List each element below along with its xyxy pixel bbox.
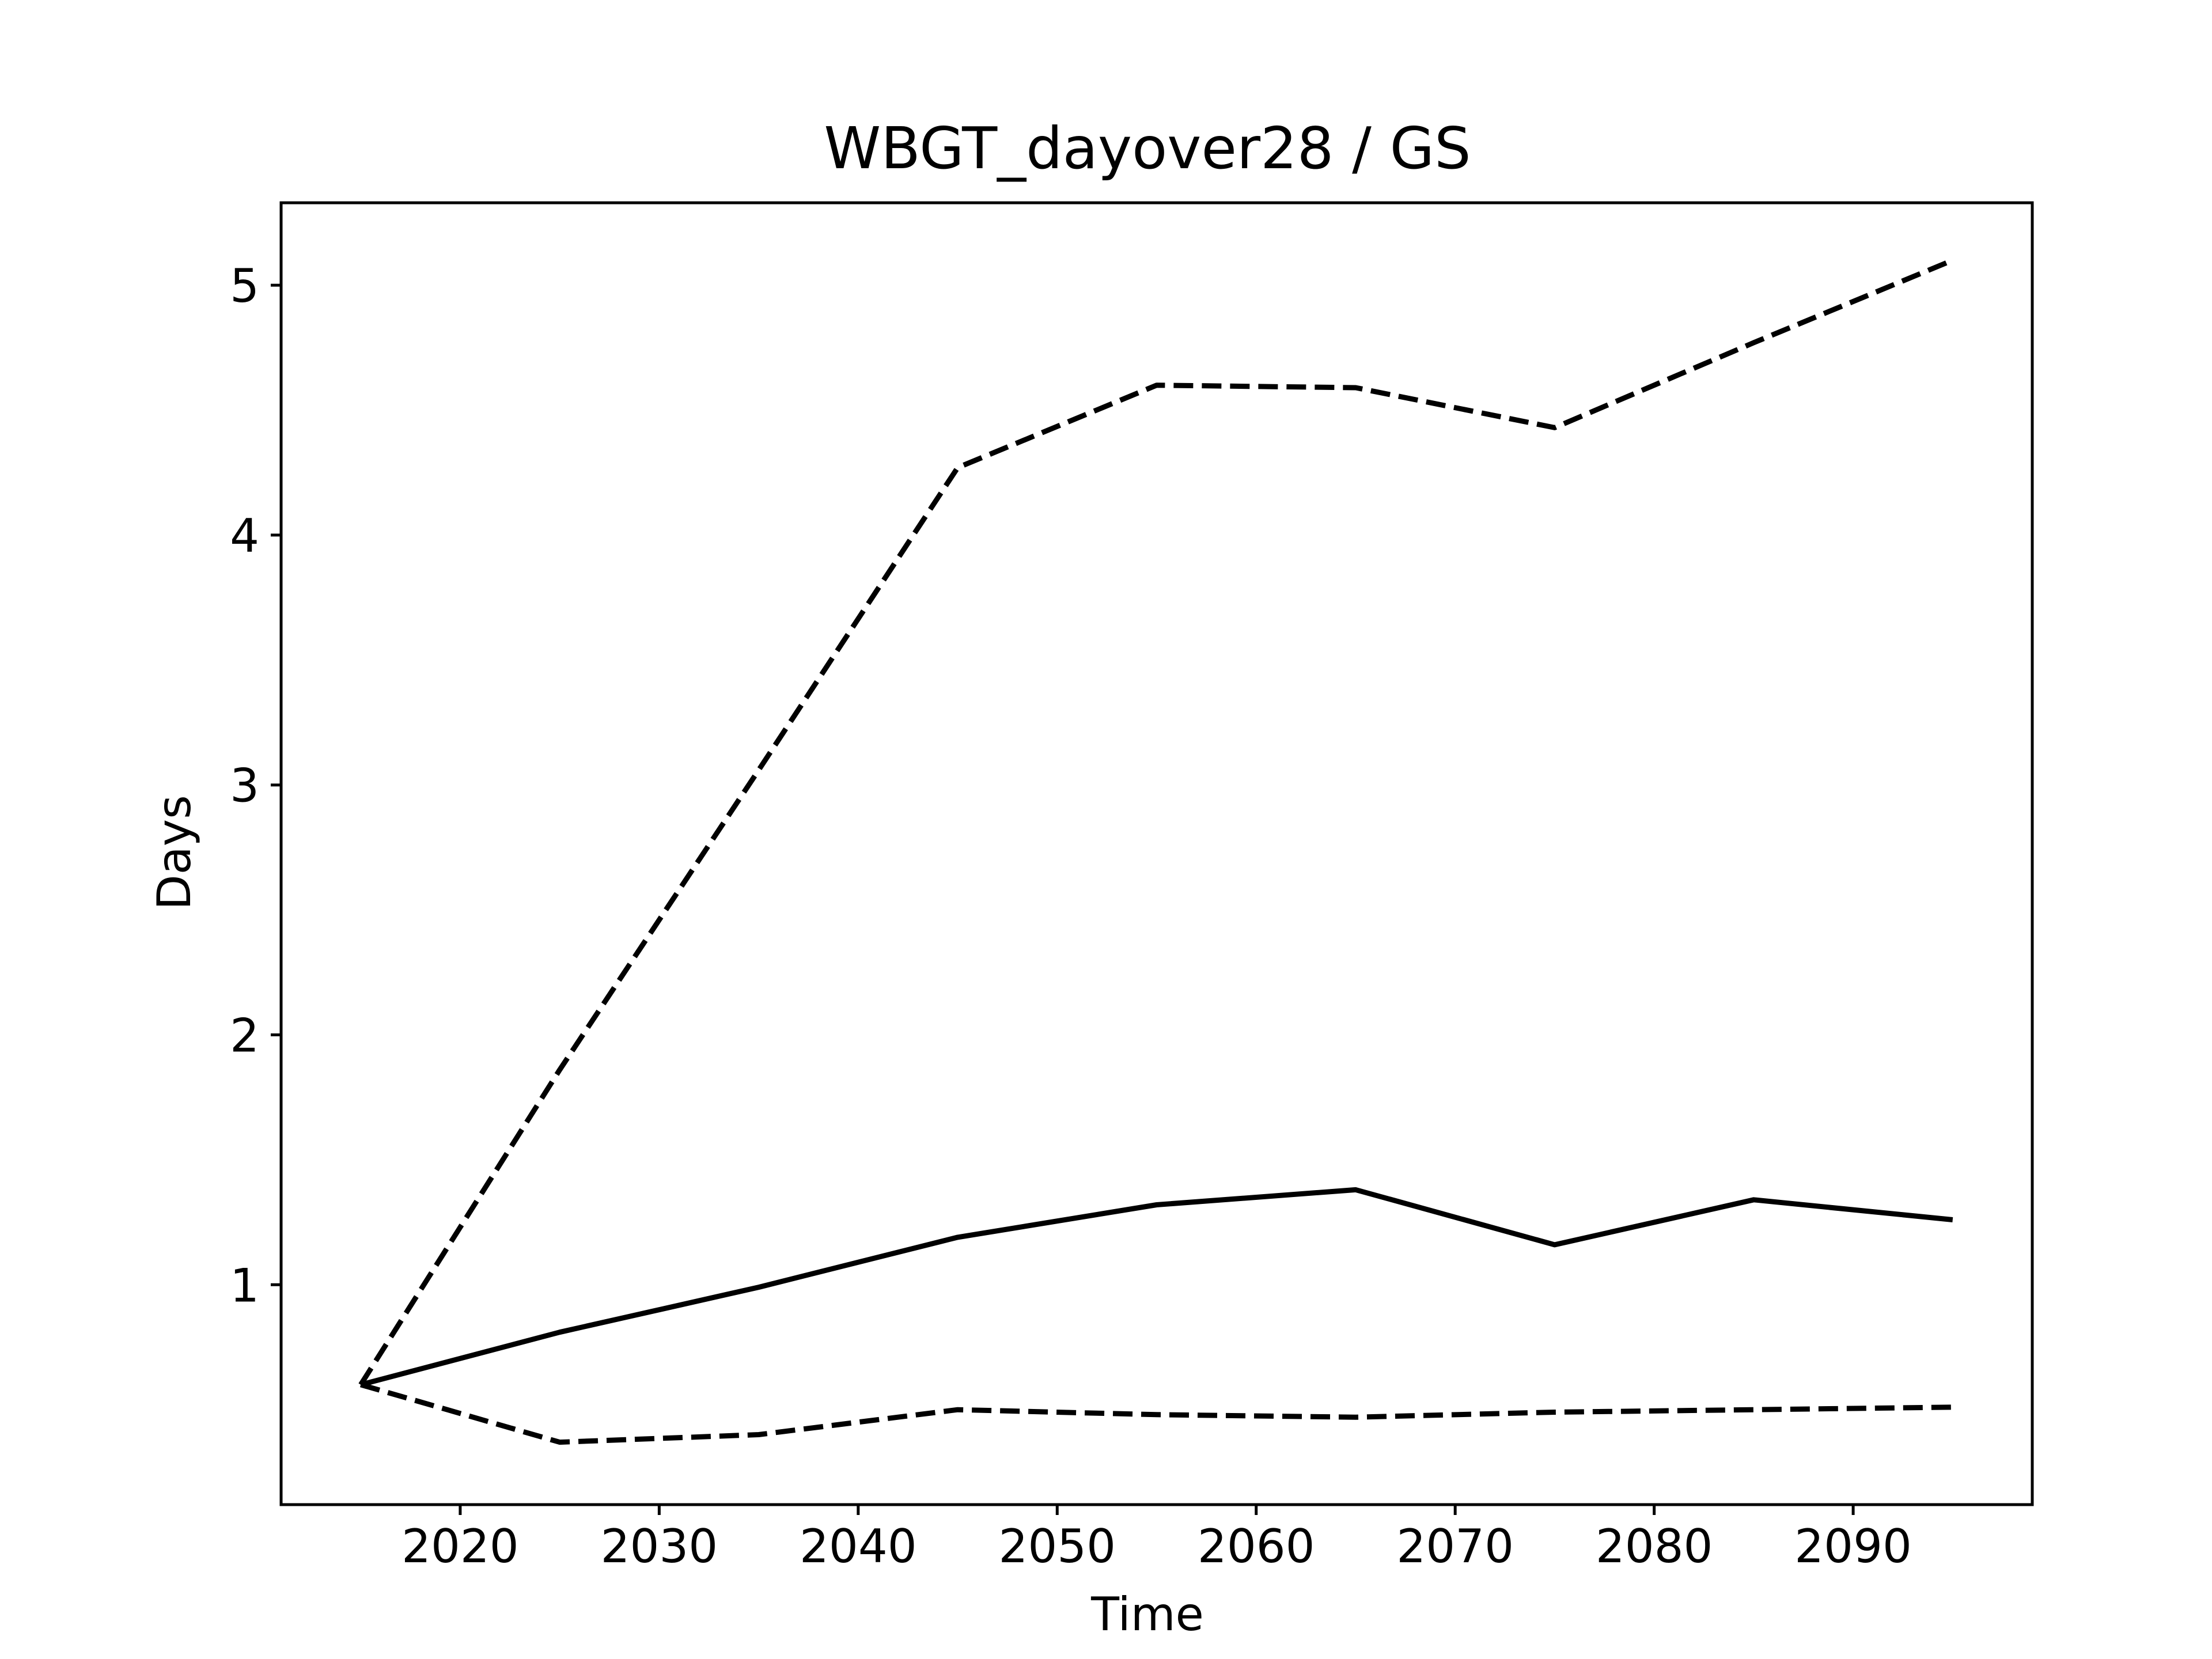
x-tick-label: 2080 [1596, 1520, 1713, 1573]
y-tick-label: 3 [230, 759, 259, 813]
y-tick-label: 1 [230, 1259, 259, 1312]
plot-area [358, 257, 1954, 1445]
plot-frame [279, 201, 2034, 1506]
y-axis: 1 2 3 4 5 [230, 259, 281, 1312]
series-line-3-dashed [359, 1382, 1953, 1445]
x-axis-label: Time [1090, 1588, 1204, 1641]
y-axis-label: Days [147, 795, 201, 910]
x-tick-label: 2020 [402, 1520, 519, 1573]
x-tick-label: 2030 [601, 1520, 718, 1573]
x-tick-label: 2090 [1794, 1520, 1912, 1573]
series-line-1-solid [360, 1187, 1953, 1388]
y-tick-label: 4 [230, 509, 259, 563]
x-tick-label: 2060 [1198, 1520, 1315, 1573]
y-tick-label: 5 [230, 259, 259, 313]
series-line-2-dashed [358, 257, 1954, 1387]
x-tick-label: 2050 [998, 1520, 1116, 1573]
x-tick-label: 2070 [1396, 1520, 1514, 1573]
y-tick-label: 2 [230, 1009, 259, 1062]
chart-title: WBGT_dayover28 / GS [824, 115, 1471, 182]
x-tick-label: 2040 [800, 1520, 917, 1573]
x-axis: 2020 2030 2040 2050 2060 2070 2080 2090 [402, 1505, 1912, 1573]
